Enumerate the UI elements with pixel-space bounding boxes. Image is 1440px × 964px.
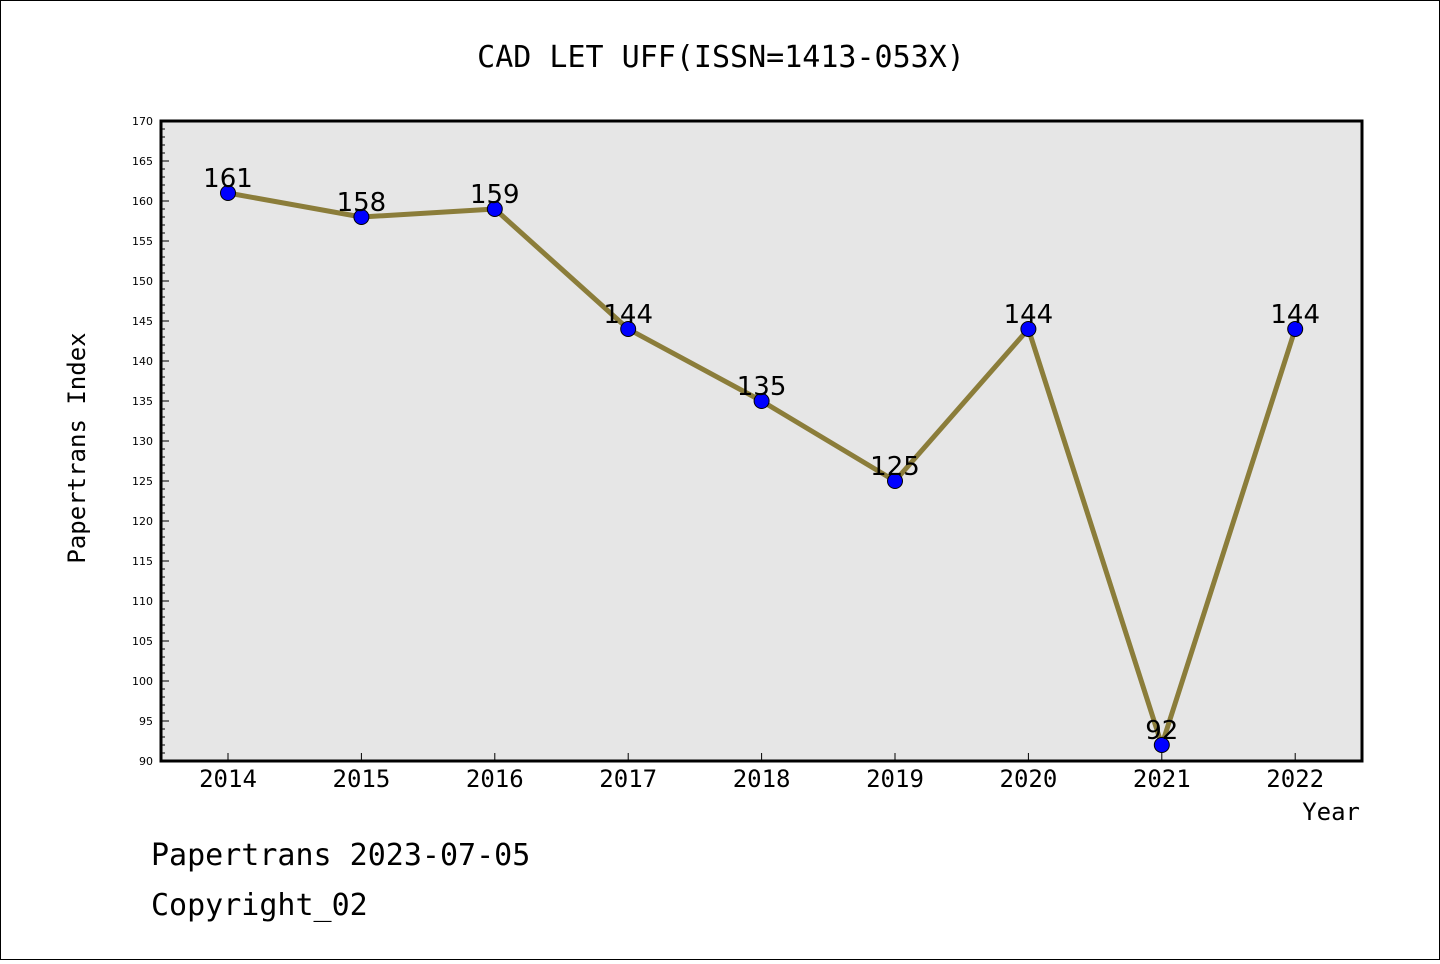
y-tick-label: 160 (132, 195, 153, 208)
x-tick-label: 2019 (866, 765, 924, 793)
y-tick-label: 90 (139, 755, 153, 768)
x-tick-label: 2022 (1266, 765, 1324, 793)
y-tick-label: 105 (132, 635, 153, 648)
data-label: 125 (870, 452, 920, 482)
data-point (1020, 321, 1037, 337)
y-tick-label: 135 (132, 395, 153, 408)
y-tick-label: 95 (139, 715, 153, 728)
x-tick-label: 2015 (333, 765, 391, 793)
y-tick-label: 115 (132, 555, 153, 568)
data-label: 144 (1270, 300, 1320, 330)
data-point (887, 473, 903, 489)
x-tick-label: 2018 (733, 765, 791, 793)
y-tick-label: 145 (132, 315, 153, 328)
x-tick-label: 2017 (599, 765, 657, 793)
data-label: 92 (1145, 716, 1178, 746)
data-point (353, 209, 370, 225)
x-tick-label: 2021 (1133, 765, 1191, 793)
data-point (1287, 321, 1304, 337)
footer-date: Papertrans 2023-07-05 (151, 838, 530, 873)
data-label: 159 (470, 180, 520, 210)
data-label: 144 (603, 300, 653, 330)
y-tick-label: 165 (132, 155, 153, 168)
data-point (1153, 737, 1170, 753)
data-label: 158 (337, 188, 387, 218)
y-tick-label: 125 (132, 475, 153, 488)
x-tick-label: 2014 (199, 765, 257, 793)
y-axis: 90 95 100 105 110 115 120 125 130 135 140 145 150 155… (132, 115, 169, 768)
data-label: 144 (1004, 300, 1054, 330)
y-tick-label: 100 (132, 675, 153, 688)
y-axis-title: Papertrans Index (63, 332, 91, 563)
series-group: 161 158 159 144 135 125 144 92 144 (203, 164, 1320, 753)
x-axis: 2014 2015 2016 2017 2018 2019 2020 2021 2022 (199, 753, 1324, 793)
y-tick-label: 120 (132, 515, 153, 528)
x-tick-label: 2020 (1000, 765, 1058, 793)
y-tick-label: 130 (132, 435, 153, 448)
y-tick-label: 110 (132, 595, 153, 608)
y-tick-label: 170 (132, 115, 153, 128)
y-tick-label: 140 (132, 355, 153, 368)
data-point (753, 393, 770, 409)
footer-copyright: Copyright_02 (151, 888, 368, 923)
data-point (486, 201, 503, 217)
data-label: 161 (203, 164, 253, 194)
plot-area (159, 119, 1364, 763)
data-point (620, 321, 637, 337)
chart-title: CAD LET UFF(ISSN=1413-053X) (477, 40, 965, 75)
y-tick-label: 150 (132, 275, 153, 288)
data-point (220, 185, 236, 201)
x-axis-title: Year (1302, 798, 1360, 826)
y-tick-label: 155 (132, 235, 153, 248)
x-tick-label: 2016 (466, 765, 524, 793)
data-label: 135 (737, 372, 787, 402)
